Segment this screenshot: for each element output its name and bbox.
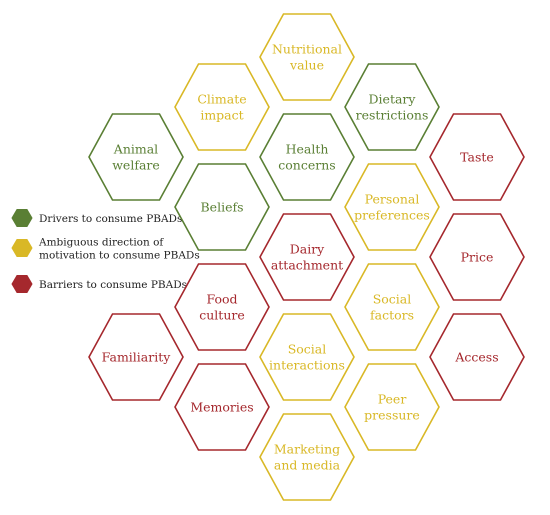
hexagon-outline <box>429 213 525 301</box>
legend-swatch <box>11 275 33 293</box>
hexagon-outline <box>88 113 184 201</box>
hexagon-label: interactions <box>269 358 345 373</box>
hexagon-label: pressure <box>364 408 420 423</box>
hexagon-label: Social <box>373 292 412 307</box>
hexagon-label: concerns <box>278 158 335 173</box>
hexagon-label: Nutritional <box>272 42 342 57</box>
hexagon-outline <box>344 263 440 351</box>
legend-label: motivation to consume PBADs <box>39 250 200 262</box>
hexagon-label: culture <box>199 308 245 323</box>
hexagon-memories: Memories <box>174 363 270 451</box>
hexagon-label: preferences <box>354 208 430 223</box>
hexagon-label: Price <box>461 250 494 265</box>
hexagon-outline <box>174 363 270 451</box>
legend-item-driver: Drivers to consume PBADs <box>11 209 182 227</box>
hexagon-label: factors <box>370 308 414 323</box>
hexagon-label: Taste <box>460 150 494 165</box>
hexagon-outline <box>174 163 270 251</box>
hexagon-outline <box>259 113 355 201</box>
hexagon-outline <box>344 163 440 251</box>
hexagon-taste: Taste <box>429 113 525 201</box>
hexagon-outline <box>88 313 184 401</box>
hexagon-label: Animal <box>113 142 158 157</box>
legend: Drivers to consume PBADs Ambiguous direct… <box>11 209 200 293</box>
hexagon-label: attachment <box>271 258 343 273</box>
hexagon-label: Dairy <box>290 242 325 257</box>
hexagon-label: Beliefs <box>200 200 243 215</box>
hexagon-outline <box>259 213 355 301</box>
hexagon-label: and media <box>274 458 341 473</box>
legend-label: Drivers to consume PBADs <box>39 213 182 225</box>
hexagon-outline <box>174 63 270 151</box>
hexagon-familiarity: Familiarity <box>88 313 184 401</box>
legend-label: Ambiguous direction of <box>38 237 164 249</box>
hexagon-label: Peer <box>378 392 407 407</box>
hexagon-label: restrictions <box>356 108 429 123</box>
hexagon-outline <box>429 113 525 201</box>
hexagon-label: welfare <box>112 158 160 173</box>
hexagon-outline <box>174 263 270 351</box>
hexagon-label: Health <box>286 142 329 157</box>
hexagon-label: value <box>289 58 324 73</box>
hexagon-outline <box>259 13 355 101</box>
legend-swatch <box>11 209 33 227</box>
hexagon-beliefs: Beliefs <box>174 163 270 251</box>
hexagon-label: Marketing <box>274 442 340 457</box>
hexagon-label: Dietary <box>369 92 417 107</box>
hexagon-price: Price <box>429 213 525 301</box>
hexagon-label: Food <box>206 292 237 307</box>
legend-label: Barriers to consume PBADs <box>39 279 187 291</box>
hexagon-label: Personal <box>365 192 420 207</box>
hexagon-outline <box>429 313 525 401</box>
hexagon-outline <box>344 363 440 451</box>
hexagon-outline <box>259 413 355 501</box>
hexagon-grid: NutritionalvalueClimateimpactDietaryrest… <box>88 13 525 501</box>
hexagon-label: Access <box>454 350 498 365</box>
hexagon-label: Climate <box>197 92 246 107</box>
legend-swatch <box>11 239 33 257</box>
hexagon-label: Social <box>288 342 327 357</box>
hexagon-outline <box>259 313 355 401</box>
legend-item-barrier: Barriers to consume PBADs <box>11 275 187 293</box>
hexagon-label: Familiarity <box>102 350 172 365</box>
hexagon-label: Memories <box>190 400 253 415</box>
hexagon-outline <box>344 63 440 151</box>
hexagon-label: impact <box>200 108 243 123</box>
hexagon-access: Access <box>429 313 525 401</box>
